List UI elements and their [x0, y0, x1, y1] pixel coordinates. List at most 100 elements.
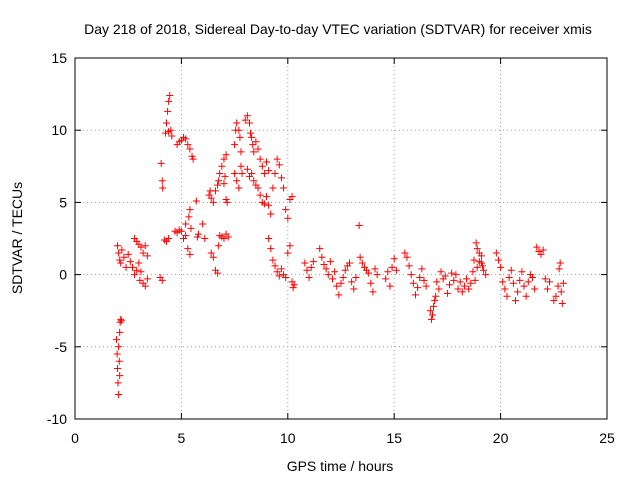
- data-point: [280, 184, 288, 192]
- data-point: [477, 252, 485, 260]
- data-point: [128, 263, 136, 271]
- data-point: [115, 390, 123, 398]
- data-point: [243, 165, 251, 173]
- data-point: [115, 343, 123, 351]
- data-point: [537, 250, 545, 258]
- data-point: [158, 276, 166, 284]
- data-point: [543, 285, 551, 293]
- data-point: [470, 256, 478, 264]
- data-point: [235, 184, 243, 192]
- data-point: [116, 318, 124, 326]
- data-point: [318, 253, 326, 261]
- data-point: [215, 242, 223, 250]
- data-point: [157, 159, 165, 167]
- y-tick-label: -10: [47, 411, 67, 427]
- data-point: [135, 259, 143, 267]
- data-point: [267, 245, 275, 253]
- data-point: [286, 242, 294, 250]
- data-point: [277, 174, 285, 182]
- data-point: [309, 258, 317, 266]
- data-point: [322, 265, 330, 273]
- data-point: [324, 271, 332, 279]
- data-point: [479, 262, 487, 270]
- data-point: [358, 259, 366, 267]
- data-point: [199, 220, 207, 228]
- data-point: [507, 266, 515, 274]
- data-point: [456, 278, 464, 286]
- data-point: [165, 97, 173, 105]
- data-point: [141, 242, 149, 250]
- data-point: [177, 227, 185, 235]
- data-point: [182, 220, 190, 228]
- data-point: [214, 269, 222, 277]
- data-point: [431, 297, 439, 305]
- data-point: [290, 281, 298, 289]
- data-point: [207, 194, 215, 202]
- data-point: [222, 151, 230, 159]
- data-point: [113, 350, 121, 358]
- x-axis: 0 5 10 15 20 25: [71, 58, 615, 446]
- data-point: [458, 288, 466, 296]
- data-point: [499, 278, 507, 286]
- data-point: [133, 266, 141, 274]
- data-point: [211, 187, 219, 195]
- data-point: [326, 258, 334, 266]
- data-point: [497, 263, 505, 271]
- y-tick-label: 5: [59, 194, 67, 210]
- data-point: [284, 249, 292, 257]
- data-point: [475, 258, 483, 266]
- data-point: [346, 259, 354, 267]
- data-point: [273, 268, 281, 276]
- data-point: [221, 172, 229, 180]
- data-point: [524, 278, 532, 286]
- data-point: [158, 177, 166, 185]
- data-point: [390, 255, 398, 263]
- data-point: [473, 263, 481, 271]
- data-point: [411, 291, 419, 299]
- data-point: [429, 311, 437, 319]
- data-point: [556, 259, 564, 267]
- data-point: [282, 273, 290, 281]
- data-point: [238, 170, 246, 178]
- data-point: [301, 259, 309, 267]
- data-point: [231, 141, 239, 149]
- data-point: [269, 184, 277, 192]
- y-axis-label: SDTVAR / TECUs: [9, 182, 25, 294]
- data-point: [192, 197, 200, 205]
- data-point: [256, 155, 264, 163]
- x-tick-label: 20: [493, 430, 509, 446]
- data-point: [161, 129, 169, 137]
- data-point: [337, 279, 345, 287]
- data-point: [275, 272, 283, 280]
- data-point: [492, 249, 500, 257]
- data-point: [189, 155, 197, 163]
- data-point: [248, 170, 256, 178]
- data-point: [164, 107, 172, 115]
- data-point: [220, 235, 228, 242]
- data-point: [233, 119, 241, 127]
- data-point: [382, 275, 390, 283]
- data-point: [188, 152, 196, 160]
- data-point: [143, 275, 151, 283]
- data-point: [220, 155, 228, 163]
- data-point: [328, 275, 336, 283]
- data-point: [386, 282, 394, 290]
- data-point: [207, 249, 215, 257]
- data-point: [263, 158, 271, 166]
- data-point: [514, 288, 522, 296]
- data-point: [494, 256, 502, 264]
- y-axis: -10 -5 0 5 10 15: [47, 50, 607, 427]
- data-point: [186, 250, 194, 258]
- data-point: [554, 282, 562, 290]
- data-point: [194, 230, 202, 238]
- data-point: [163, 119, 171, 127]
- data-point: [539, 246, 547, 254]
- data-point: [273, 155, 281, 163]
- data-point: [137, 268, 145, 276]
- data-point: [159, 184, 167, 192]
- data-point: [201, 235, 209, 242]
- data-point: [331, 268, 339, 276]
- data-point: [426, 307, 434, 315]
- data-point: [432, 292, 440, 300]
- data-point: [427, 315, 435, 323]
